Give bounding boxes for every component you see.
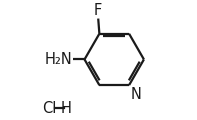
Text: H: H xyxy=(61,101,72,116)
Text: Cl: Cl xyxy=(42,101,56,116)
Text: N: N xyxy=(130,87,141,102)
Text: F: F xyxy=(94,3,102,18)
Text: H₂N: H₂N xyxy=(45,52,72,67)
